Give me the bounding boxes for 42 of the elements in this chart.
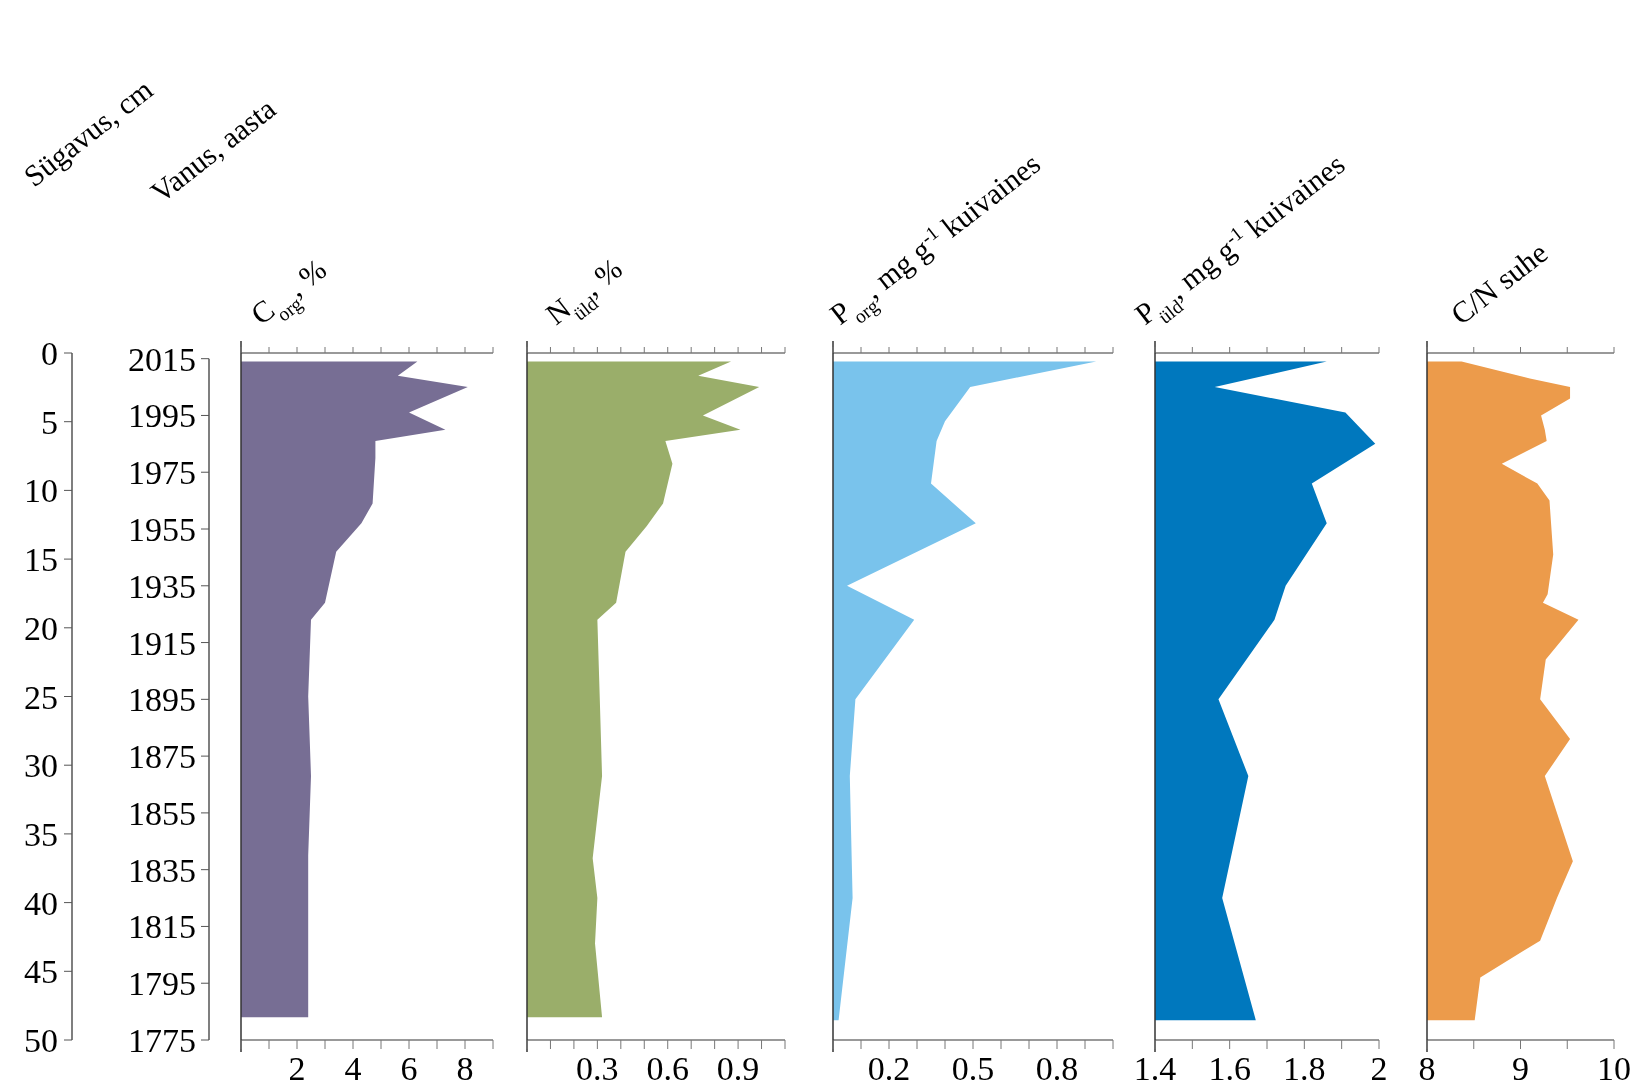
y-tick-label: 2015 [128,340,196,378]
y2-tick-label: 30 [24,747,58,785]
y-tick-label: 1775 [128,1022,196,1059]
x-tick-label: 9 [1512,1050,1529,1087]
x-tick-label: 0.9 [716,1050,760,1087]
y-tick-label: 1935 [128,567,196,605]
y2-tick-label: 25 [24,678,58,716]
x-tick-label: 10 [1597,1050,1631,1087]
x-tick-label: 0.3 [576,1050,619,1087]
y2-tick-label: 10 [24,472,58,510]
x-tick-label: 2 [1370,1050,1388,1087]
y-tick-label: 1995 [128,397,196,435]
x-tick-label: 1.8 [1283,1050,1326,1087]
x-tick-label: 0.6 [646,1050,689,1087]
y-tick-label: 1855 [128,794,196,832]
y-tick-label: 1895 [128,681,196,719]
x-tick-label: 1.6 [1208,1050,1251,1087]
y-tick-label: 1795 [128,965,196,1003]
y-tick-label: 1915 [128,624,196,662]
y2-tick-label: 45 [24,953,58,991]
x-tick-label: 0.8 [1035,1050,1079,1087]
x-tick-label: 8 [1418,1050,1436,1087]
y-tick-label: 1955 [128,511,196,549]
y2-tick-label: 20 [24,609,58,647]
y2-tick-label: 0 [41,335,58,372]
x-tick-label: 0.2 [867,1050,911,1087]
y-tick-label: 1875 [128,738,196,776]
y-tick-label: 1815 [128,908,196,946]
x-tick-label: 0.5 [951,1050,995,1087]
x-tick-label: 4 [344,1050,362,1087]
x-tick-label: 6 [400,1050,418,1087]
y2-tick-label: 40 [24,884,58,922]
y-tick-label: 1975 [128,454,196,492]
x-tick-label: 2 [288,1050,306,1087]
y2-tick-label: 35 [24,815,58,853]
x-tick-label: 1.4 [1133,1050,1177,1087]
y-tick-label: 1835 [128,851,196,889]
x-tick-label: 8 [456,1050,474,1087]
y2-tick-label: 15 [24,541,58,579]
y2-tick-label: 5 [41,403,58,441]
chart-title: C/N suhe [1444,235,1554,331]
y2-tick-label: 50 [24,1022,58,1059]
